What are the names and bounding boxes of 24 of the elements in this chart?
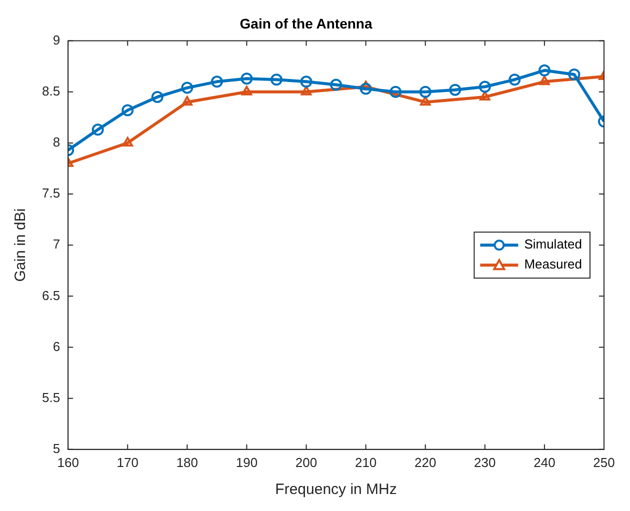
x-tick-label: 210 [354, 454, 377, 470]
x-tick-label: 170 [116, 454, 138, 470]
y-tick-label: 6.5 [42, 288, 60, 303]
y-tick-label: 6 [52, 338, 60, 354]
y-tick-label: 8 [52, 134, 60, 150]
x-tick-label: 180 [176, 454, 198, 470]
y-tick-label: 7 [52, 236, 60, 252]
x-tick-label: 160 [57, 454, 79, 470]
legend-label: Simulated [524, 236, 582, 252]
x-tick-label: 240 [534, 454, 556, 470]
y-axis-title: Gain in dBi [12, 208, 30, 282]
x-tick-label: 230 [474, 454, 496, 470]
y-tick-label: 5 [52, 440, 60, 456]
x-tick-label: 220 [414, 454, 436, 470]
x-tick-label: 200 [295, 454, 318, 470]
x-tick-label: 250 [593, 454, 615, 470]
x-axis-title: Frequency in MHz [275, 481, 397, 498]
y-tick-label: 7.5 [42, 186, 60, 201]
y-tick-label: 9 [52, 32, 60, 48]
y-tick-label: 8.5 [42, 83, 60, 98]
y-tick-label: 5.5 [42, 390, 60, 405]
legend-label: Measured [524, 256, 582, 272]
chart-title: Gain of the Antenna [240, 15, 372, 32]
x-tick-label: 190 [236, 454, 258, 470]
